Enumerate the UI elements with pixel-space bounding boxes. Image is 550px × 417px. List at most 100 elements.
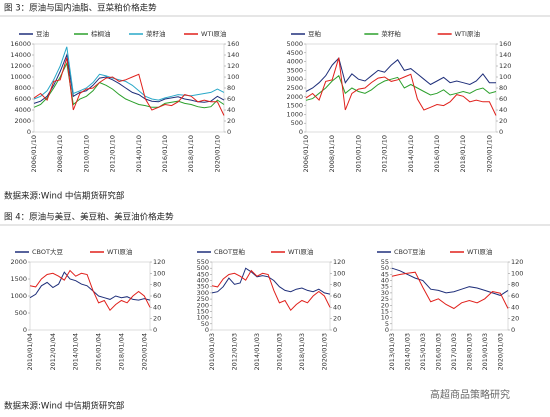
- y2-tick-label: 0: [227, 128, 231, 136]
- figure-title: 图 3：原油与国内油脂、豆菜粕价格走势: [4, 3, 157, 14]
- y-tick-label: 1000: [10, 292, 27, 300]
- y2-tick-label: 0: [153, 326, 157, 334]
- x-tick-label: 2018/01/10: [459, 135, 467, 172]
- y2-tick-label: 20: [511, 315, 519, 323]
- series-line: [305, 74, 497, 101]
- x-tick-label: 2018/01/03: [465, 333, 473, 370]
- x-tick-label: 2014/01/10: [135, 135, 143, 172]
- series-line: [33, 46, 225, 101]
- y-tick-label: 35: [381, 283, 389, 291]
- y-tick-label: 4000: [14, 106, 31, 114]
- x-tick-label: 2020/01/10: [213, 135, 221, 172]
- legend-label: WTI原油: [467, 247, 492, 256]
- x-tick-label: 2019/01/03: [481, 333, 489, 370]
- y-tick-label: 2000: [286, 93, 303, 101]
- y2-tick-label: 60: [511, 292, 519, 300]
- x-tick-label: 2010/01/04: [26, 333, 34, 370]
- y-tick-label: 10000: [10, 73, 31, 81]
- watermark: 高超商品策略研究: [430, 388, 510, 401]
- legend-label: CBOT豆油: [394, 247, 425, 256]
- y-tick-label: 250: [197, 295, 209, 303]
- y-tick-label: 3500: [286, 66, 303, 74]
- y-tick-label: 40: [381, 277, 389, 285]
- y-tick-label: 25: [381, 295, 389, 303]
- y-tick-label: 14000: [10, 51, 31, 59]
- y-tick-label: 4500: [286, 49, 303, 57]
- y-tick-label: 500: [197, 264, 209, 272]
- legend-label: WTI原油: [107, 247, 132, 256]
- y-tick-label: 50: [201, 320, 209, 328]
- x-tick-label: 2018/01/04: [117, 333, 125, 370]
- x-tick-label: 2010/01/10: [82, 135, 90, 172]
- x-tick-label: 2006/01/10: [302, 135, 310, 172]
- y-tick-label: 45: [381, 270, 389, 278]
- series-line: [33, 61, 225, 109]
- y-tick-label: 15: [381, 307, 389, 315]
- y2-tick-label: 0: [499, 128, 503, 136]
- y2-tick-label: 100: [227, 73, 239, 81]
- y2-tick-label: 80: [333, 281, 341, 289]
- series-line: [211, 267, 331, 295]
- y2-tick-label: 40: [511, 303, 519, 311]
- x-tick-label: 2016/01/10: [161, 135, 169, 172]
- y-tick-label: 2000: [14, 117, 31, 125]
- y2-tick-label: 140: [227, 51, 239, 59]
- y-tick-label: 2500: [286, 84, 303, 92]
- y-tick-label: 2000: [10, 258, 27, 266]
- y2-tick-label: 60: [227, 95, 235, 103]
- legend-label: WTI原油: [288, 247, 313, 256]
- y2-tick-label: 100: [511, 269, 523, 277]
- y2-tick-label: 0: [333, 326, 337, 334]
- legend-label: CBOT豆粕: [214, 247, 245, 256]
- x-tick-label: 2012/01/04: [49, 333, 57, 370]
- x-tick-label: 2013/01/03: [388, 333, 396, 370]
- y-tick-label: 30: [381, 289, 389, 297]
- y2-tick-label: 20: [227, 117, 235, 125]
- y2-tick-label: 0: [511, 326, 515, 334]
- x-tick-label: 2012/01/10: [381, 135, 389, 172]
- x-tick-label: 2016/01/10: [433, 135, 441, 172]
- y2-tick-label: 100: [153, 269, 165, 277]
- legend-label: 菜籽油: [146, 29, 166, 38]
- y2-tick-label: 40: [153, 303, 161, 311]
- y2-tick-label: 160: [227, 40, 239, 48]
- x-tick-label: 2012/01/03: [230, 333, 238, 370]
- y-tick-label: 3000: [286, 75, 303, 83]
- series-line: [33, 57, 225, 116]
- y2-tick-label: 80: [153, 281, 161, 289]
- y2-tick-label: 20: [499, 117, 507, 125]
- x-tick-label: 2020/01/04: [140, 333, 148, 370]
- x-tick-label: 2018/01/03: [298, 333, 306, 370]
- series-line: [33, 53, 225, 104]
- x-tick-label: 2020/01/03: [320, 333, 328, 370]
- y-tick-label: 1500: [10, 275, 27, 283]
- y-tick-label: 0: [205, 326, 209, 334]
- legend-label: 豆粕: [308, 29, 321, 38]
- y-tick-label: 6000: [14, 95, 31, 103]
- y2-tick-label: 100: [333, 269, 345, 277]
- x-tick-label: 2018/01/10: [187, 135, 195, 172]
- series-line: [211, 269, 331, 312]
- x-tick-label: 2016/01/03: [434, 333, 442, 370]
- figure-title: 图 4：原油与美豆、美豆粕、美豆油价格走势: [4, 212, 174, 223]
- x-tick-label: 2010/01/03: [208, 333, 216, 370]
- x-tick-label: 2015/01/03: [419, 333, 427, 370]
- y-tick-label: 4000: [286, 58, 303, 66]
- y2-tick-label: 60: [153, 292, 161, 300]
- y-tick-label: 1000: [286, 110, 303, 118]
- x-tick-label: 2010/01/10: [354, 135, 362, 172]
- y-tick-label: 350: [197, 283, 209, 291]
- y-tick-label: 500: [291, 119, 303, 127]
- y-tick-label: 550: [197, 258, 209, 266]
- y2-tick-label: 60: [333, 292, 341, 300]
- y-tick-label: 0: [27, 128, 31, 136]
- y-tick-label: 55: [381, 258, 389, 266]
- y2-tick-label: 160: [499, 40, 511, 48]
- legend-label: 豆油: [36, 29, 49, 38]
- source-note: 数据来源:Wind 中信期货研究部: [4, 401, 125, 412]
- y-tick-label: 300: [197, 289, 209, 297]
- y2-tick-label: 120: [499, 62, 511, 70]
- plot-frame: [305, 43, 497, 133]
- x-tick-label: 2016/01/03: [275, 333, 283, 370]
